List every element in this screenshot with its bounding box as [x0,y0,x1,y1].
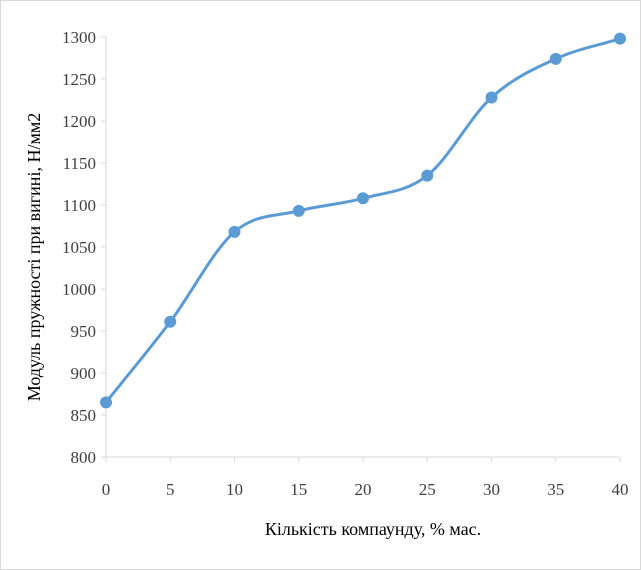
data-point [164,315,177,328]
x-tick-labels: 0 5 10 15 20 25 30 35 40 [102,480,629,499]
series [100,32,626,409]
x-tick-label: 0 [102,480,111,499]
x-tick-label: 10 [226,480,243,499]
y-tick-label: 800 [71,448,97,467]
y-tick-label: 1250 [62,70,96,89]
y-tick-label: 1150 [63,154,96,173]
data-point [549,52,562,65]
x-axis-title: Кількість компаунду, % мас. [265,519,481,539]
y-axis-title: Модуль пружності при вигині, Н/мм2 [24,113,44,401]
data-point [228,225,241,238]
data-point [485,91,498,104]
axes [101,36,621,462]
data-point [100,396,112,409]
x-tick-label: 15 [290,480,307,499]
data-point [292,204,305,217]
y-tick-label: 900 [71,364,97,383]
x-tick-label: 40 [612,480,629,499]
series-line [104,37,622,404]
data-point [357,192,369,205]
y-tick-labels: 800 850 900 950 1000 1050 1100 1150 1200 1250 1300 [62,28,96,467]
data-point [421,169,434,182]
y-tick-label: 950 [71,322,97,341]
x-tick-label: 20 [355,480,372,499]
x-tick-label: 35 [547,480,564,499]
y-tick-label: 1300 [62,28,96,47]
x-tick-label: 30 [483,480,500,499]
x-tick-label: 25 [419,480,436,499]
x-tick-label: 5 [166,480,175,499]
y-tick-label: 1200 [62,112,96,131]
data-point [614,32,626,45]
y-tick-label: 1050 [62,238,96,257]
y-tick-label: 850 [71,406,97,425]
y-tick-label: 1100 [63,196,96,215]
y-tick-label: 1000 [62,280,96,299]
